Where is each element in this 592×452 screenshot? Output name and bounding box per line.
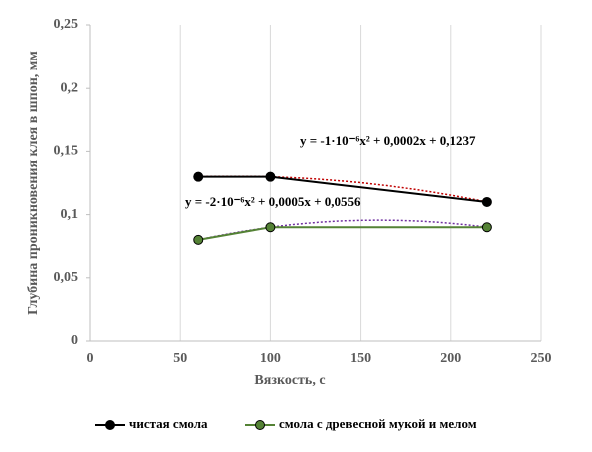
y-tick-label: 0,05 xyxy=(54,270,79,285)
legend-label: чистая смола xyxy=(129,416,208,431)
x-tick-label: 100 xyxy=(260,351,281,366)
x-tick-label: 200 xyxy=(440,351,461,366)
marker xyxy=(265,222,276,233)
y-tick-label: 0,15 xyxy=(54,144,79,159)
y-tick-label: 0,2 xyxy=(61,80,79,95)
marker xyxy=(481,222,492,233)
y-tick-label: 0,25 xyxy=(54,17,79,32)
y-tick-label: 0 xyxy=(71,333,78,348)
x-axis-label: Вязкость, с xyxy=(254,373,325,388)
series-line xyxy=(198,226,487,241)
trendline-equation: y = -1·10⁻⁶x² + 0,0002x + 0,1237 xyxy=(300,133,476,148)
marker xyxy=(193,234,204,245)
x-tick-label: 50 xyxy=(173,351,187,366)
marker xyxy=(481,196,492,207)
trendline-equation: y = -2·10⁻⁶x² + 0,0005x + 0,0556 xyxy=(185,194,361,209)
x-tick-label: 150 xyxy=(350,351,371,366)
legend-marker xyxy=(105,420,115,430)
marker xyxy=(193,171,204,182)
legend-marker xyxy=(255,420,265,430)
legend-label: смола с древесной мукой и мелом xyxy=(279,416,477,431)
marker xyxy=(265,171,276,182)
trendline xyxy=(198,219,487,241)
y-tick-label: 0,1 xyxy=(61,207,79,222)
x-tick-label: 250 xyxy=(531,351,552,366)
y-axis-label: Глубина проникновения клея в шпон, мм xyxy=(26,51,41,315)
x-tick-label: 0 xyxy=(87,351,94,366)
